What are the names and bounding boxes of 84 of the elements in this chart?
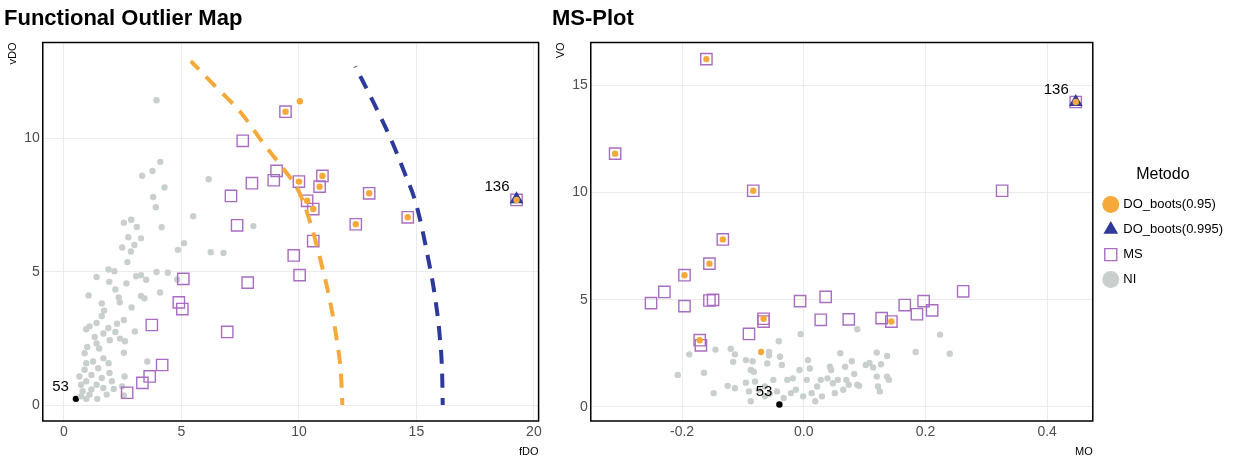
y-tick-label: 10 bbox=[24, 129, 40, 146]
point bbox=[842, 313, 856, 326]
point bbox=[693, 333, 707, 347]
point bbox=[176, 302, 189, 316]
point bbox=[306, 234, 320, 248]
legend-label: MS bbox=[1123, 246, 1144, 262]
point bbox=[658, 285, 671, 299]
point bbox=[757, 348, 765, 356]
point bbox=[145, 318, 159, 332]
y-tick-label: 5 bbox=[579, 290, 588, 307]
x-tick-label: -0.2 bbox=[669, 423, 695, 440]
x-tick-label: 5 bbox=[177, 423, 186, 440]
point bbox=[956, 284, 970, 298]
point bbox=[120, 386, 134, 400]
point bbox=[401, 210, 415, 224]
legend-label: DO_boots(0.95) bbox=[1123, 196, 1216, 212]
point bbox=[296, 98, 304, 105]
point bbox=[136, 376, 149, 390]
line-series bbox=[353, 64, 445, 407]
x-tick-label: 0.4 bbox=[1037, 423, 1058, 440]
legend-label: DO_boots(0.995) bbox=[1123, 221, 1224, 237]
x-tick-label: 20 bbox=[526, 423, 542, 440]
legend-label: NI bbox=[1123, 271, 1137, 287]
y-tick-label: 15 bbox=[572, 76, 588, 93]
point bbox=[287, 249, 301, 262]
x-tick-label: 10 bbox=[291, 423, 307, 440]
point bbox=[995, 184, 1009, 198]
point bbox=[236, 134, 250, 148]
point bbox=[279, 105, 292, 119]
point bbox=[362, 186, 376, 200]
point bbox=[245, 176, 259, 190]
point bbox=[306, 202, 320, 216]
point bbox=[72, 395, 80, 403]
annotation: 136 bbox=[1043, 79, 1069, 97]
point bbox=[300, 194, 314, 208]
point bbox=[776, 401, 783, 408]
point bbox=[230, 218, 244, 232]
x-tick-label: 0.2 bbox=[915, 423, 936, 440]
point bbox=[925, 304, 939, 317]
point bbox=[746, 184, 760, 198]
y-tick-label: 10 bbox=[572, 183, 588, 200]
annotation: 136 bbox=[484, 176, 510, 194]
point bbox=[814, 313, 828, 327]
point bbox=[349, 217, 363, 231]
y-axis-title: VO bbox=[553, 41, 566, 59]
point bbox=[678, 299, 691, 313]
point bbox=[143, 370, 157, 383]
point bbox=[270, 164, 283, 178]
point bbox=[694, 338, 708, 352]
point bbox=[875, 311, 888, 325]
point bbox=[917, 294, 930, 308]
x-axis-title: MO bbox=[1075, 445, 1094, 458]
x-axis-title: fDO bbox=[519, 445, 540, 458]
point bbox=[608, 147, 622, 161]
point bbox=[793, 294, 807, 308]
y-axis-title: vDO bbox=[5, 41, 18, 65]
point bbox=[703, 294, 716, 307]
point bbox=[172, 296, 186, 309]
annotation: 53 bbox=[52, 376, 69, 394]
line-series bbox=[188, 59, 345, 407]
chart-title: Functional Outlier Map bbox=[4, 5, 243, 31]
y-tick-label: 0 bbox=[31, 395, 40, 412]
point bbox=[220, 325, 234, 339]
point bbox=[898, 298, 912, 312]
point bbox=[819, 290, 833, 304]
point bbox=[706, 293, 720, 307]
x-tick-label: 0.0 bbox=[794, 423, 814, 440]
x-tick-label: 0 bbox=[60, 423, 69, 440]
point bbox=[176, 272, 190, 286]
point bbox=[742, 327, 756, 341]
x-tick-label: 15 bbox=[408, 423, 425, 440]
annotation: 53 bbox=[755, 382, 773, 400]
y-tick-label: 5 bbox=[31, 262, 40, 279]
legend-title: Metodo bbox=[1136, 165, 1190, 183]
point bbox=[678, 268, 691, 282]
point bbox=[910, 307, 924, 321]
point bbox=[155, 358, 169, 372]
point bbox=[293, 268, 306, 282]
point bbox=[644, 296, 658, 310]
chart-title: MS-Plot bbox=[552, 5, 635, 31]
y-tick-label: 0 bbox=[579, 397, 588, 414]
point bbox=[241, 276, 255, 289]
point bbox=[267, 173, 281, 187]
point bbox=[224, 189, 238, 203]
